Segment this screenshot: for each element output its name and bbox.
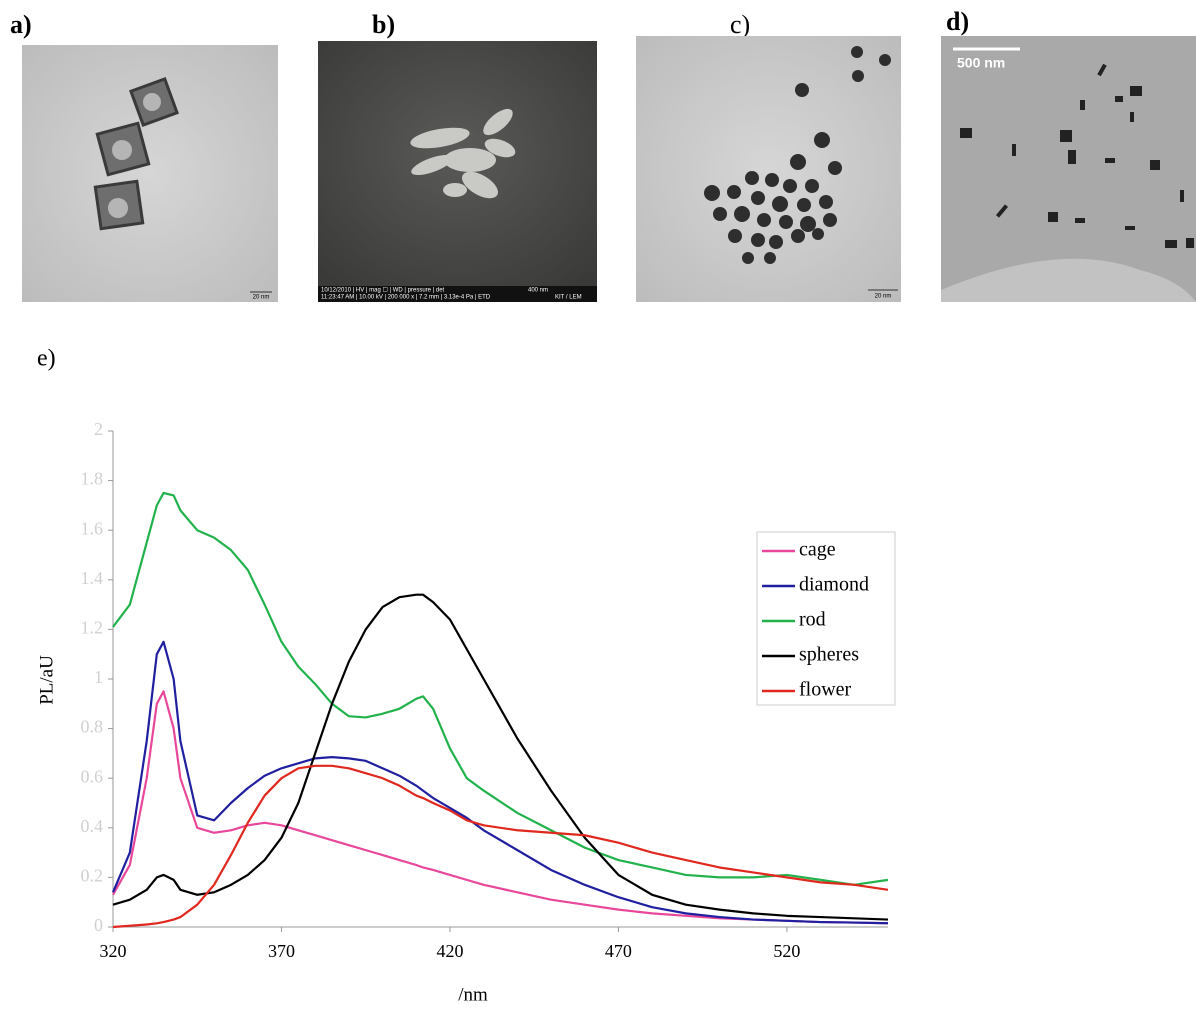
scale-bar-label: 500 nm <box>957 55 1005 71</box>
legend-label: rod <box>799 609 826 631</box>
x-tick-label: 470 <box>605 941 632 961</box>
y-axis-label: PL/aU <box>36 655 57 705</box>
panel-label: d) <box>946 7 969 36</box>
x-tick-label: 370 <box>268 941 295 961</box>
y-tick-label: 0.6 <box>81 766 104 786</box>
legend-label: spheres <box>799 644 859 666</box>
y-tick-label: 1.6 <box>81 518 104 538</box>
legend-label: cage <box>799 539 836 561</box>
info-bar-text: KIT / LEM <box>555 295 582 301</box>
image-b: 10/12/2010 | HV | mag ☐ | WD | pressure … <box>318 41 597 302</box>
y-tick-label: 0.8 <box>81 717 104 737</box>
y-tick-label: 2 <box>94 419 103 439</box>
image-a: 20 nm <box>22 45 278 302</box>
info-bar-text: 11:23:47 AM | 10.00 kV | 200 000 x | 7.2… <box>321 295 491 301</box>
page: { "panels": [ {"label": "a)", "scale_bar… <box>0 0 1196 1008</box>
image-c: 20 nm <box>636 36 901 302</box>
chart: e) PL/aU /nm 0 0.2 0.4 0.6 0.8 1 1.2 1.4 1.6 1.8 2… <box>36 346 895 1006</box>
series-line <box>113 766 888 927</box>
scale-bar-label: 20 nm <box>253 295 270 301</box>
y-tick-label: 1.2 <box>81 618 104 638</box>
panel-label: e) <box>37 346 56 372</box>
y-tick-label: 0.4 <box>81 816 104 836</box>
y-tick-label: 0 <box>94 915 103 935</box>
y-tick-label: 1.8 <box>81 469 104 489</box>
figure: a) 20 nm b) 10/12/2010 | HV | mag ☐ | WD… <box>0 0 1196 1008</box>
scale-bar-label: 20 nm <box>875 294 892 300</box>
panel-label: b) <box>372 10 395 39</box>
y-tick-label: 1 <box>94 667 103 687</box>
panel-label: c) <box>730 10 750 39</box>
legend-label: diamond <box>799 574 869 596</box>
info-bar-text: 10/12/2010 | HV | mag ☐ | WD | pressure … <box>321 287 445 294</box>
legend-label: flower <box>799 679 852 701</box>
panel-label: a) <box>10 10 32 39</box>
info-bar-text: 400 nm <box>528 288 548 294</box>
y-tick-label: 1.4 <box>81 568 104 588</box>
x-tick-label: 420 <box>436 941 463 961</box>
y-tick-label: 0.2 <box>81 866 104 886</box>
x-tick-label: 320 <box>100 941 127 961</box>
image-d: 500 nm <box>941 36 1196 302</box>
series-line <box>113 691 888 923</box>
x-tick-label: 520 <box>773 941 800 961</box>
x-axis-label: /nm <box>458 984 488 1005</box>
